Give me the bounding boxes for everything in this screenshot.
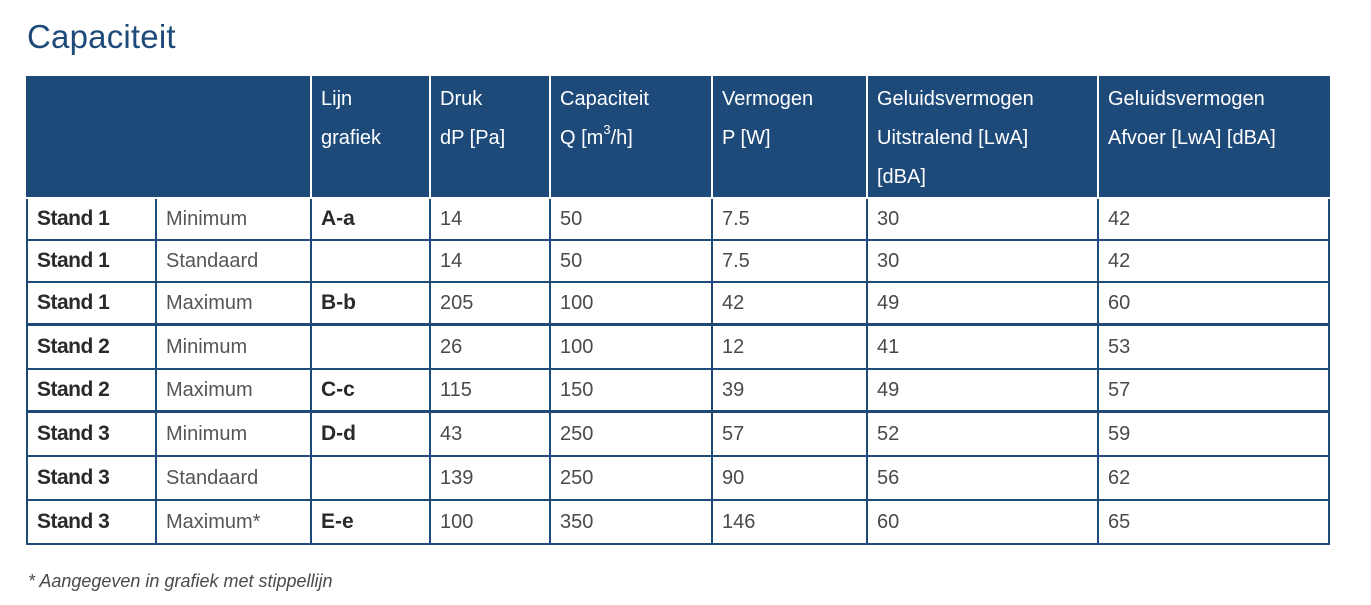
- cell-uitstralend: 49: [866, 281, 1099, 326]
- cell-stand: Stand 2: [26, 323, 157, 370]
- cell-capaciteit: 50: [549, 239, 713, 283]
- cell-druk: 205: [429, 281, 551, 326]
- cell-line: B-b: [310, 281, 431, 326]
- cell-stand: Stand 1: [26, 197, 157, 241]
- cell-capaciteit: 250: [549, 410, 713, 457]
- cell-vermogen: 12: [711, 323, 868, 370]
- cell-druk: 100: [429, 499, 551, 545]
- cell-afvoer: 65: [1097, 499, 1330, 545]
- header-druk: Druk dP [Pa]: [429, 76, 551, 199]
- cell-uitstralend: 41: [866, 323, 1099, 370]
- table-row: Stand 2 Maximum C-c 115 150 39 49 57: [26, 368, 1330, 413]
- page-title: Capaciteit: [27, 18, 176, 55]
- cell-mode: Maximum: [155, 281, 312, 326]
- cell-afvoer: 42: [1097, 239, 1330, 283]
- capacity-table: Lijn grafiek Druk dP [Pa] Capaciteit Q […: [26, 76, 1330, 545]
- cell-vermogen: 39: [711, 368, 868, 413]
- cell-afvoer: 59: [1097, 410, 1330, 457]
- cell-druk: 14: [429, 239, 551, 283]
- cell-capaciteit: 250: [549, 455, 713, 501]
- cell-uitstralend: 49: [866, 368, 1099, 413]
- table-row: Stand 1 Standaard 14 50 7.5 30 42: [26, 239, 1330, 283]
- cell-mode: Maximum: [155, 368, 312, 413]
- cell-vermogen: 57: [711, 410, 868, 457]
- cell-afvoer: 53: [1097, 323, 1330, 370]
- cell-capaciteit: 100: [549, 281, 713, 326]
- cell-stand: Stand 2: [26, 368, 157, 413]
- footnote: * Aangegeven in grafiek met stippellijn: [28, 571, 333, 591]
- cell-stand: Stand 3: [26, 410, 157, 457]
- table-row: Stand 3 Standaard 139 250 90 56 62: [26, 455, 1330, 501]
- cell-line: C-c: [310, 368, 431, 413]
- table-row: Stand 2 Minimum 26 100 12 41 53: [26, 323, 1330, 370]
- cell-line: D-d: [310, 410, 431, 457]
- header-capaciteit: Capaciteit Q [m3/h]: [549, 76, 713, 199]
- cell-stand: Stand 3: [26, 455, 157, 501]
- cell-uitstralend: 60: [866, 499, 1099, 545]
- header-empty: [26, 76, 312, 199]
- cell-capaciteit: 350: [549, 499, 713, 545]
- cell-capaciteit: 100: [549, 323, 713, 370]
- header-row: Lijn grafiek Druk dP [Pa] Capaciteit Q […: [26, 76, 1330, 199]
- cell-afvoer: 42: [1097, 197, 1330, 241]
- cell-line: [310, 455, 431, 501]
- cell-vermogen: 7.5: [711, 197, 868, 241]
- table-row: Stand 3 Minimum D-d 43 250 57 52 59: [26, 410, 1330, 457]
- cell-uitstralend: 56: [866, 455, 1099, 501]
- cell-vermogen: 146: [711, 499, 868, 545]
- cell-druk: 139: [429, 455, 551, 501]
- cell-line: E-e: [310, 499, 431, 545]
- cell-mode: Standaard: [155, 239, 312, 283]
- cell-druk: 14: [429, 197, 551, 241]
- cell-vermogen: 7.5: [711, 239, 868, 283]
- cell-druk: 26: [429, 323, 551, 370]
- cell-druk: 43: [429, 410, 551, 457]
- cell-mode: Minimum: [155, 197, 312, 241]
- cell-line: [310, 239, 431, 283]
- cell-mode: Standaard: [155, 455, 312, 501]
- cell-uitstralend: 52: [866, 410, 1099, 457]
- cell-afvoer: 60: [1097, 281, 1330, 326]
- cell-capaciteit: 50: [549, 197, 713, 241]
- header-vermogen: Vermogen P [W]: [711, 76, 868, 199]
- header-lijn-grafiek: Lijn grafiek: [310, 76, 431, 199]
- cell-line: [310, 323, 431, 370]
- table-row: Stand 1 Maximum B-b 205 100 42 49 60: [26, 281, 1330, 326]
- table-row: Stand 1 Minimum A-a 14 50 7.5 30 42: [26, 197, 1330, 241]
- cell-capaciteit: 150: [549, 368, 713, 413]
- cell-vermogen: 90: [711, 455, 868, 501]
- cell-mode: Minimum: [155, 323, 312, 370]
- header-geluid-uitstralend: Geluidsvermogen Uitstralend [LwA] [dBA]: [866, 76, 1099, 199]
- cell-afvoer: 57: [1097, 368, 1330, 413]
- cell-stand: Stand 1: [26, 281, 157, 326]
- table-row: Stand 3 Maximum* E-e 100 350 146 60 65: [26, 499, 1330, 545]
- cell-mode: Minimum: [155, 410, 312, 457]
- cell-uitstralend: 30: [866, 197, 1099, 241]
- cell-uitstralend: 30: [866, 239, 1099, 283]
- cell-mode: Maximum*: [155, 499, 312, 545]
- cell-stand: Stand 3: [26, 499, 157, 545]
- header-geluid-afvoer: Geluidsvermogen Afvoer [LwA] [dBA]: [1097, 76, 1330, 199]
- cell-vermogen: 42: [711, 281, 868, 326]
- cell-line: A-a: [310, 197, 431, 241]
- cell-stand: Stand 1: [26, 239, 157, 283]
- cell-afvoer: 62: [1097, 455, 1330, 501]
- cell-druk: 115: [429, 368, 551, 413]
